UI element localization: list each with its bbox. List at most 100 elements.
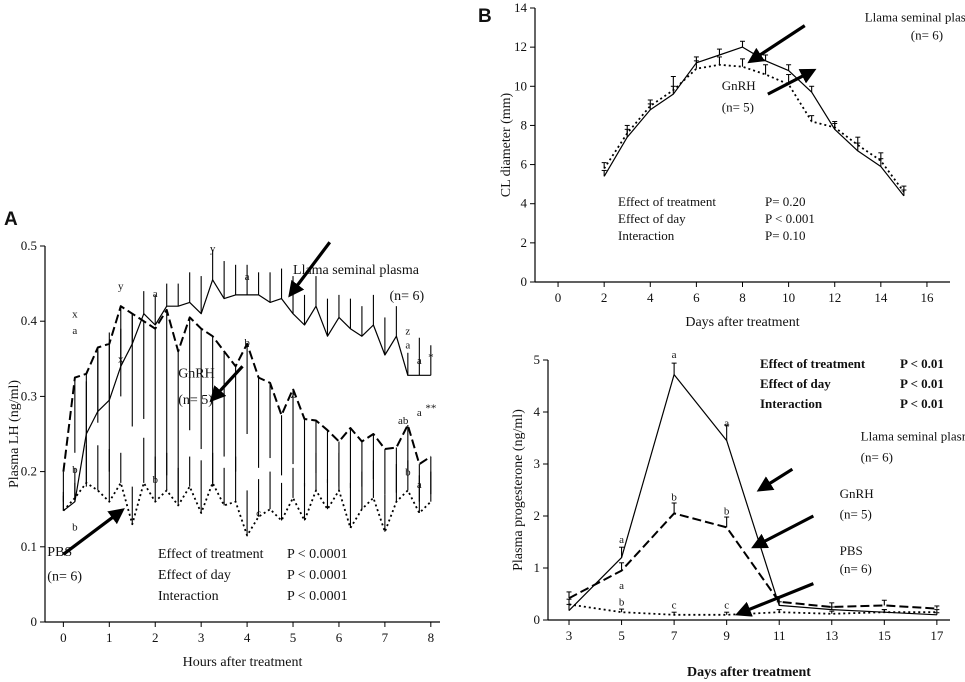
significance-letter: ** bbox=[425, 402, 436, 414]
x-tick-label: 11 bbox=[773, 628, 786, 643]
significance-letter: b bbox=[724, 505, 730, 517]
significance-letter: a bbox=[245, 271, 250, 283]
significance-letter: c bbox=[256, 508, 261, 520]
y-tick-label: 0.5 bbox=[21, 238, 37, 253]
significance-letter: y bbox=[210, 243, 216, 255]
legend-label: (n= 6) bbox=[911, 27, 943, 42]
pointer-arrow bbox=[288, 241, 332, 298]
significance-letter: a bbox=[417, 479, 422, 491]
x-tick-label: 15 bbox=[878, 628, 891, 643]
x-tick-label: 5 bbox=[290, 630, 297, 645]
significance-letter: * bbox=[428, 351, 434, 363]
significance-letter: z bbox=[291, 389, 296, 401]
x-tick-label: 9 bbox=[723, 628, 730, 643]
significance-letter: a bbox=[405, 339, 410, 351]
legend-label: GnRH bbox=[840, 486, 874, 501]
x-tick-label: 1 bbox=[106, 630, 113, 645]
panel-letter-a: A bbox=[4, 209, 18, 230]
series-gnrh bbox=[601, 56, 907, 193]
significance-letter: a bbox=[72, 325, 77, 337]
stats-value: P < 0.01 bbox=[900, 376, 944, 391]
y-tick-label: 0 bbox=[521, 274, 528, 289]
x-tick-label: 2 bbox=[152, 630, 159, 645]
x-tick-label: 7 bbox=[382, 630, 389, 645]
series-line bbox=[603, 46, 905, 197]
pointer-arrow bbox=[209, 365, 244, 403]
pointer-arrow bbox=[747, 24, 806, 64]
stats-value: P < 0.0001 bbox=[287, 547, 348, 562]
series-llama-seminal-plasma bbox=[566, 362, 940, 616]
pointer-arrow bbox=[62, 508, 125, 556]
legend-label: (n= 5) bbox=[840, 507, 872, 522]
significance-letter: a bbox=[619, 534, 624, 546]
x-tick-label: 13 bbox=[825, 628, 838, 643]
stats-value: P < 0.01 bbox=[900, 396, 944, 411]
x-tick-label: 12 bbox=[828, 290, 841, 305]
stats-label: Interaction bbox=[760, 396, 823, 411]
legend-label: (n= 6) bbox=[840, 561, 872, 576]
stats-value: P < 0.0001 bbox=[287, 568, 348, 583]
x-tick-label: 3 bbox=[566, 628, 573, 643]
x-tick-label: 0 bbox=[60, 630, 67, 645]
significance-letter: x bbox=[72, 308, 78, 320]
stats-value: P < 0.0001 bbox=[287, 589, 348, 604]
y-tick-label: 0 bbox=[534, 612, 541, 627]
significance-letter: a bbox=[619, 580, 624, 592]
series-llama-seminal-plasma bbox=[601, 40, 907, 197]
y-tick-label: 0.2 bbox=[21, 464, 37, 479]
legend-label: (n= 5) bbox=[178, 393, 213, 408]
x-axis-title: Hours after treatment bbox=[183, 655, 303, 670]
y-tick-label: 10 bbox=[514, 78, 527, 93]
x-tick-label: 8 bbox=[428, 630, 435, 645]
significance-letter: c bbox=[672, 600, 677, 612]
series-gnrh bbox=[62, 305, 432, 502]
stats-value: P= 0.20 bbox=[765, 194, 806, 209]
stats-label: Interaction bbox=[158, 589, 219, 604]
pointer-arrow bbox=[767, 68, 817, 96]
significance-letter: b bbox=[671, 491, 677, 503]
y-tick-label: 12 bbox=[514, 39, 527, 54]
legend-label: GnRH bbox=[722, 78, 756, 93]
legend-label: GnRH bbox=[178, 367, 215, 382]
y-tick-label: 0.1 bbox=[21, 539, 37, 554]
pointer-arrow bbox=[735, 582, 814, 617]
legend-label: (n= 6) bbox=[861, 449, 893, 464]
series-line bbox=[62, 305, 432, 472]
significance-letter: b bbox=[152, 474, 158, 486]
stats-label: Effect of treatment bbox=[158, 547, 264, 562]
y-tick-label: 0.3 bbox=[21, 388, 37, 403]
y-tick-label: 14 bbox=[514, 0, 528, 15]
stats-value: P < 0.01 bbox=[900, 356, 944, 371]
stats-label: Effect of day bbox=[760, 376, 831, 391]
x-tick-label: 16 bbox=[920, 290, 934, 305]
y-tick-label: 1 bbox=[534, 560, 541, 575]
y-tick-label: 8 bbox=[521, 117, 528, 132]
stats-value: P= 0.10 bbox=[765, 228, 806, 243]
y-tick-label: 0 bbox=[31, 614, 38, 629]
x-tick-label: 6 bbox=[693, 290, 700, 305]
significance-letter: a bbox=[417, 355, 422, 367]
y-axis-title: CL diameter (mm) bbox=[499, 92, 514, 197]
significance-letter: z bbox=[405, 326, 410, 338]
legend-label: Llama seminal plasma bbox=[861, 429, 965, 444]
legend-label: (n= 6) bbox=[47, 570, 82, 585]
y-tick-label: 4 bbox=[521, 196, 528, 211]
x-tick-label: 0 bbox=[555, 290, 562, 305]
x-tick-label: 4 bbox=[244, 630, 251, 645]
x-tick-label: 10 bbox=[782, 290, 795, 305]
significance-letter: y bbox=[118, 281, 124, 293]
x-tick-label: 7 bbox=[671, 628, 678, 643]
y-tick-label: 5 bbox=[534, 352, 541, 367]
legend-label: PBS bbox=[840, 543, 863, 558]
y-tick-label: 2 bbox=[521, 235, 528, 250]
stats-label: Effect of day bbox=[158, 568, 231, 583]
significance-letter: b bbox=[405, 466, 411, 478]
significance-letter: a bbox=[672, 349, 677, 361]
y-tick-label: 3 bbox=[534, 456, 541, 471]
pointer-arrow bbox=[756, 467, 794, 492]
y-axis-title: Plasma LH (ng/ml) bbox=[7, 380, 22, 488]
chart-panel-b-bottom: 0 1 2 3 4 5 3 5 7 9 11 13 15 17 Plasma progesterone (n… bbox=[511, 349, 965, 680]
significance-letter: a bbox=[153, 288, 158, 300]
legend-label: (n= 6) bbox=[389, 289, 424, 304]
